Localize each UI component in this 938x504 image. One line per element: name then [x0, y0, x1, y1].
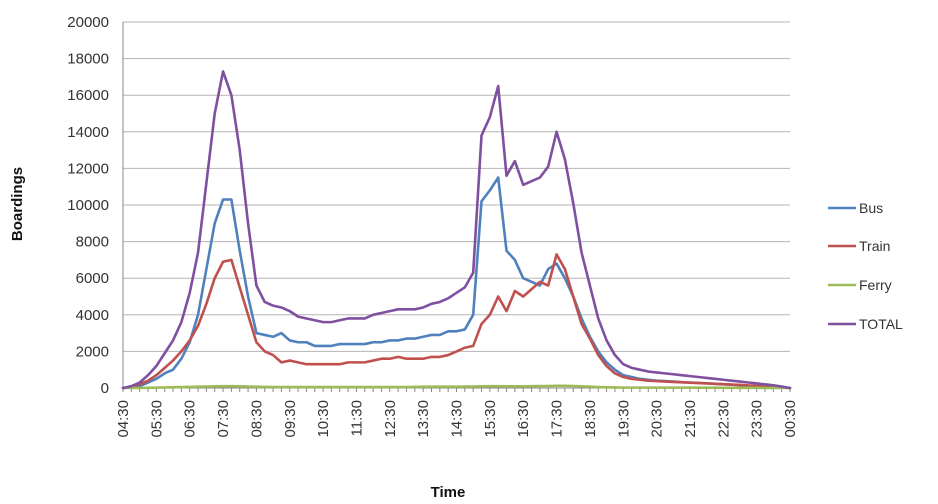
legend-label-total: TOTAL: [859, 316, 903, 332]
legend-label-ferry: Ferry: [859, 277, 892, 293]
gridlines: [123, 21, 790, 389]
x-axis-ticks: 04:30 05:30 06:30 07:30 08:30 09:30 10:30 11:30…: [115, 388, 799, 438]
y-tick-label: 4000: [76, 307, 109, 324]
y-tick-label: 8000: [76, 234, 109, 251]
y-tick-label: 10000: [67, 197, 109, 214]
x-tick-label: 14:30: [449, 400, 466, 438]
y-tick-label: 2000: [76, 343, 109, 360]
y-tick-label: 16000: [67, 87, 109, 104]
x-tick-label: 04:30: [115, 400, 132, 438]
x-tick-label: 11:30: [348, 400, 365, 436]
x-tick-label: 07:30: [215, 400, 232, 438]
x-tick-label: 16:30: [515, 400, 532, 438]
x-tick-label: 09:30: [282, 400, 299, 438]
y-tick-label: 14000: [67, 124, 109, 141]
x-tick-label: 12:30: [382, 400, 399, 438]
y-tick-label: 0: [101, 380, 109, 397]
y-tick-label: 18000: [67, 51, 109, 68]
y-tick-label: 12000: [67, 160, 109, 177]
legend-label-train: Train: [859, 238, 890, 254]
y-tick-label: 6000: [76, 270, 109, 287]
series-line-bus: [121, 176, 792, 390]
x-tick-label: 17:30: [549, 400, 566, 438]
y-axis-title: Boardings: [9, 167, 26, 241]
y-tick-label: 20000: [67, 14, 109, 31]
x-tick-label: 10:30: [315, 400, 332, 438]
x-tick-label: 22:30: [715, 400, 732, 438]
x-tick-label: 13:30: [415, 400, 432, 438]
x-tick-label: 06:30: [182, 400, 199, 438]
x-tick-label: 19:30: [615, 400, 632, 438]
series-line-total: [121, 70, 792, 390]
x-tick-label: 23:30: [749, 400, 766, 438]
x-tick-label: 08:30: [248, 400, 265, 438]
x-tick-label: 18:30: [582, 400, 599, 438]
x-tick-label: 00:30: [782, 400, 799, 438]
series-line-train: [121, 253, 792, 390]
series-lines: [121, 70, 792, 390]
x-tick-label: 20:30: [649, 400, 666, 438]
legend: Bus Train Ferry TOTAL: [828, 200, 903, 332]
y-axis-ticks: 0 2000 4000 6000 8000 10000 12000 14000 16000 180…: [67, 14, 109, 397]
series-line-ferry: [121, 384, 792, 390]
legend-label-bus: Bus: [859, 200, 883, 216]
x-tick-label: 21:30: [682, 400, 699, 438]
x-tick-label: 05:30: [148, 400, 165, 438]
x-tick-label: 15:30: [482, 400, 499, 438]
x-axis-title: Time: [431, 484, 466, 501]
